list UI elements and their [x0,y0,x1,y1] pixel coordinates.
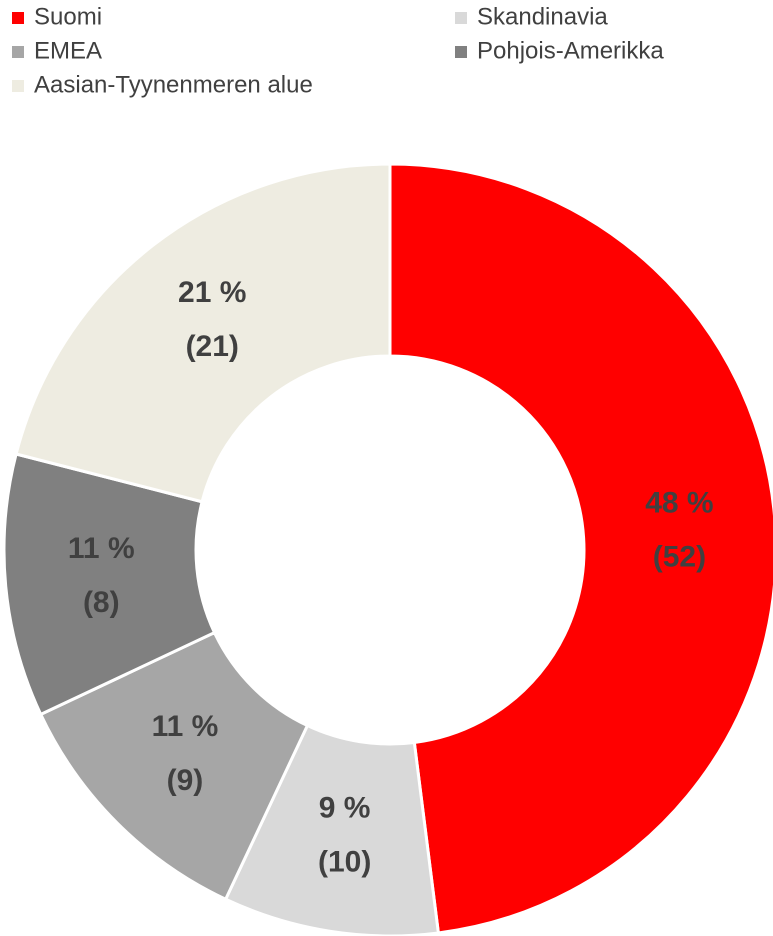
legend-label: Pohjois-Amerikka [477,37,664,64]
legend-label: Aasian-Tyynenmeren alue [34,71,313,98]
data-label-secondary: (10) [318,845,371,878]
donut-segment [38,630,310,902]
legend-swatch [12,12,24,24]
data-label-secondary: (52) [653,541,706,574]
legend-swatch [12,46,24,58]
data-label-secondary: (21) [186,330,239,363]
data-label: 11 % [68,532,135,565]
legend-label: Suomi [34,3,102,30]
legend-label: EMEA [34,37,102,64]
data-label: 48 % [645,487,713,520]
donut-segment [2,452,217,717]
data-label: 11 % [152,710,219,743]
donut-segment [14,162,392,504]
legend-swatch [455,46,467,58]
legend-swatch [455,12,467,24]
donut-segment [388,162,773,935]
legend-swatch [12,80,24,92]
data-label: 21 % [178,276,246,309]
legend-label: Skandinavia [477,3,608,30]
data-label: 9 % [319,791,371,824]
data-label-secondary: (8) [83,586,120,619]
data-label-secondary: (9) [167,764,204,797]
